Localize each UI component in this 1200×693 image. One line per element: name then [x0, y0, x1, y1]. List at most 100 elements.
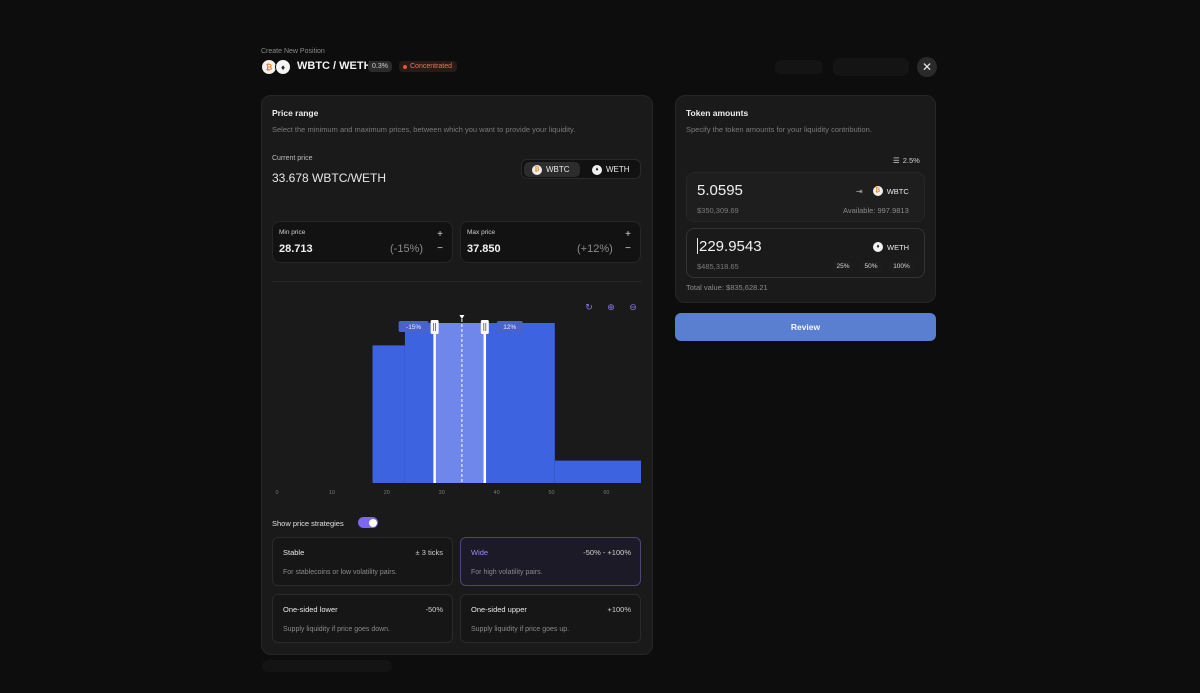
- strategy-card-stable[interactable]: Stable ± 3 ticks For stablecoins or low …: [272, 537, 453, 586]
- x-tick-label: 0: [275, 490, 279, 496]
- x-tick-label: 20: [383, 490, 390, 496]
- position-type-badge: Concentrated: [399, 61, 458, 72]
- page-title: WBTC / WETH: [297, 60, 372, 72]
- x-tick-label: 40: [493, 490, 500, 496]
- token-amounts-title: Token amounts: [686, 108, 749, 118]
- strategy-card-one-sided-upper[interactable]: One-sided upper +100% Supply liquidity i…: [460, 594, 641, 643]
- liquidity-bar: [554, 460, 641, 483]
- show-strategies-switch[interactable]: [358, 517, 378, 528]
- wbtc-icon: ₿: [532, 164, 542, 175]
- x-tick-label: 30: [438, 490, 445, 496]
- close-icon: ✕: [921, 60, 933, 74]
- current-price-value: 33.678 WBTC/WETH: [272, 171, 387, 185]
- show-strategies-label: Show price strategies: [272, 519, 344, 528]
- zoom-in-button[interactable]: ⊕: [605, 301, 617, 313]
- toggle-option-weth[interactable]: ♦ WETH: [584, 162, 640, 177]
- strategy-name: Stable: [283, 548, 305, 557]
- zoom-out-button[interactable]: ⊖: [627, 301, 639, 313]
- weth-icon: ♦: [275, 59, 291, 75]
- x-tick-label: 50: [548, 490, 555, 496]
- token-a-input-box: [686, 172, 925, 222]
- min-price-decrement-button[interactable]: −: [437, 243, 443, 254]
- min-price-percent: (-15%): [390, 243, 424, 255]
- wbtc-icon: ₿: [872, 186, 883, 196]
- pair-icons: ₿ ♦: [261, 59, 293, 75]
- token-b-usd-value: $485,318.65: [697, 262, 739, 271]
- max-range-tag-bg: [496, 321, 523, 332]
- strategy-name: One-sided upper: [471, 605, 527, 614]
- token-amounts-description: Specify the token amounts for your liqui…: [686, 125, 872, 134]
- divider: [272, 281, 642, 282]
- price-range-title: Price range: [272, 108, 319, 118]
- background-placeholder: [262, 660, 392, 672]
- slippage-setting[interactable]: ☰ 2.5%: [893, 156, 920, 165]
- settings-sliders-icon: ☰: [893, 156, 900, 165]
- selected-range: [434, 323, 485, 483]
- token-a-symbol: WBTC: [886, 186, 909, 196]
- token-a-selector: ⇥ ₿ WBTC: [856, 186, 909, 196]
- strategy-name: Wide: [471, 548, 489, 557]
- close-button[interactable]: ✕: [917, 57, 937, 77]
- max-price-box: [460, 221, 641, 263]
- status-dot-icon: [403, 64, 407, 69]
- min-price-input[interactable]: 28.713: [279, 243, 313, 255]
- max-icon[interactable]: ⇥: [856, 186, 863, 196]
- weth-icon: ♦: [592, 164, 602, 175]
- fee-tier-badge: 0.3%: [368, 61, 392, 72]
- strategy-range: +100%: [607, 605, 631, 614]
- text-caret: [697, 238, 698, 254]
- strategy-description: For stablecoins or low volatility pairs.: [283, 569, 397, 576]
- quick-amount-25-button[interactable]: 25%: [832, 261, 854, 272]
- token-a-available: Available: 997.9813: [843, 206, 909, 215]
- price-range-description: Select the minimum and maximum prices, b…: [272, 125, 576, 134]
- slippage-value: 2.5%: [902, 156, 920, 165]
- min-range-tag: -15%: [406, 324, 421, 331]
- background-placeholder: [833, 58, 909, 76]
- max-price-label: Max price: [467, 229, 496, 236]
- position-type-label: Concentrated: [410, 63, 453, 70]
- max-price-percent: (+12%): [577, 243, 613, 255]
- toggle-option-label: WETH: [606, 165, 630, 174]
- min-price-box: [272, 221, 453, 263]
- price-token-toggle: ₿ WBTC ♦ WETH: [521, 159, 641, 179]
- token-a-amount-input[interactable]: 5.0595: [697, 182, 743, 199]
- refresh-icon: ↻: [585, 301, 593, 312]
- background-placeholder: [775, 60, 823, 74]
- toggle-option-label: WBTC: [546, 165, 570, 174]
- max-range-tag: 12%: [503, 324, 516, 331]
- toggle-option-wbtc[interactable]: ₿ WBTC: [524, 162, 580, 177]
- token-b-input-box: [686, 228, 925, 278]
- strategy-card-wide[interactable]: Wide -50% - +100% For high volatility pa…: [460, 537, 641, 586]
- max-price-decrement-button[interactable]: −: [625, 243, 631, 254]
- max-price-input[interactable]: 37.850: [467, 243, 501, 255]
- wbtc-icon: ₿: [261, 59, 277, 75]
- strategy-name: One-sided lower: [283, 605, 338, 614]
- strategy-range: ± 3 ticks: [415, 548, 443, 557]
- current-price-marker: [459, 315, 465, 319]
- token-b-amount-input[interactable]: 229.9543: [699, 238, 762, 255]
- zoom-in-icon: ⊕: [607, 301, 615, 312]
- token-b-symbol: WETH: [887, 242, 910, 252]
- max-price-increment-button[interactable]: +: [625, 229, 631, 240]
- strategy-description: Supply liquidity if price goes up.: [471, 626, 570, 633]
- min-price-increment-button[interactable]: +: [437, 229, 443, 240]
- current-price-label: Current price: [272, 155, 313, 162]
- strategy-description: For high volatility pairs.: [471, 569, 543, 576]
- min-range-tag-bg: [398, 321, 429, 332]
- switch-knob: [368, 518, 377, 527]
- quick-amount-50-button[interactable]: 50%: [860, 261, 882, 272]
- token-a-usd-value: $350,309.69: [697, 206, 739, 215]
- quick-amount-100-button[interactable]: 100%: [888, 261, 915, 272]
- strategy-card-one-sided-lower[interactable]: One-sided lower -50% Supply liquidity if…: [272, 594, 453, 643]
- x-tick-label: 60: [603, 490, 610, 496]
- total-value: Total value: $835,628.21: [686, 283, 768, 292]
- review-button[interactable]: Review: [675, 313, 936, 341]
- max-range-handle[interactable]: [480, 320, 489, 334]
- token-b-selector: ♦ WETH: [873, 242, 909, 252]
- breadcrumb: Create New Position: [261, 48, 325, 55]
- reset-chart-button[interactable]: ↻: [583, 301, 595, 313]
- min-range-handle[interactable]: [430, 320, 439, 334]
- strategy-range: -50% - +100%: [583, 548, 631, 557]
- zoom-out-icon: ⊖: [629, 301, 637, 312]
